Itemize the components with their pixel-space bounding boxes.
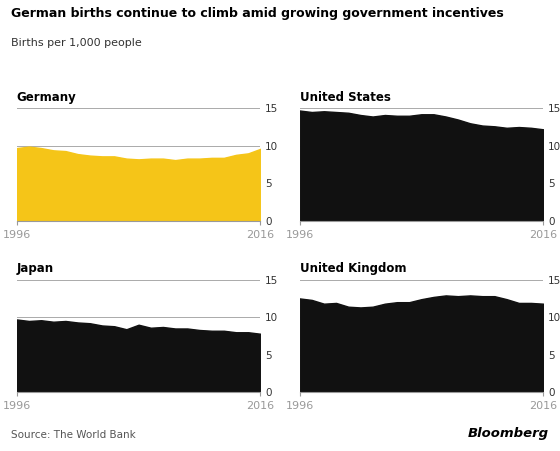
- Text: Source: The World Bank: Source: The World Bank: [11, 430, 136, 440]
- Text: Germany: Germany: [17, 91, 77, 104]
- Text: Japan: Japan: [17, 262, 54, 275]
- Text: Births per 1,000 people: Births per 1,000 people: [11, 38, 142, 48]
- Text: United States: United States: [300, 91, 390, 104]
- Text: United Kingdom: United Kingdom: [300, 262, 406, 275]
- Text: Bloomberg: Bloomberg: [468, 427, 549, 440]
- Text: German births continue to climb amid growing government incentives: German births continue to climb amid gro…: [11, 7, 504, 20]
